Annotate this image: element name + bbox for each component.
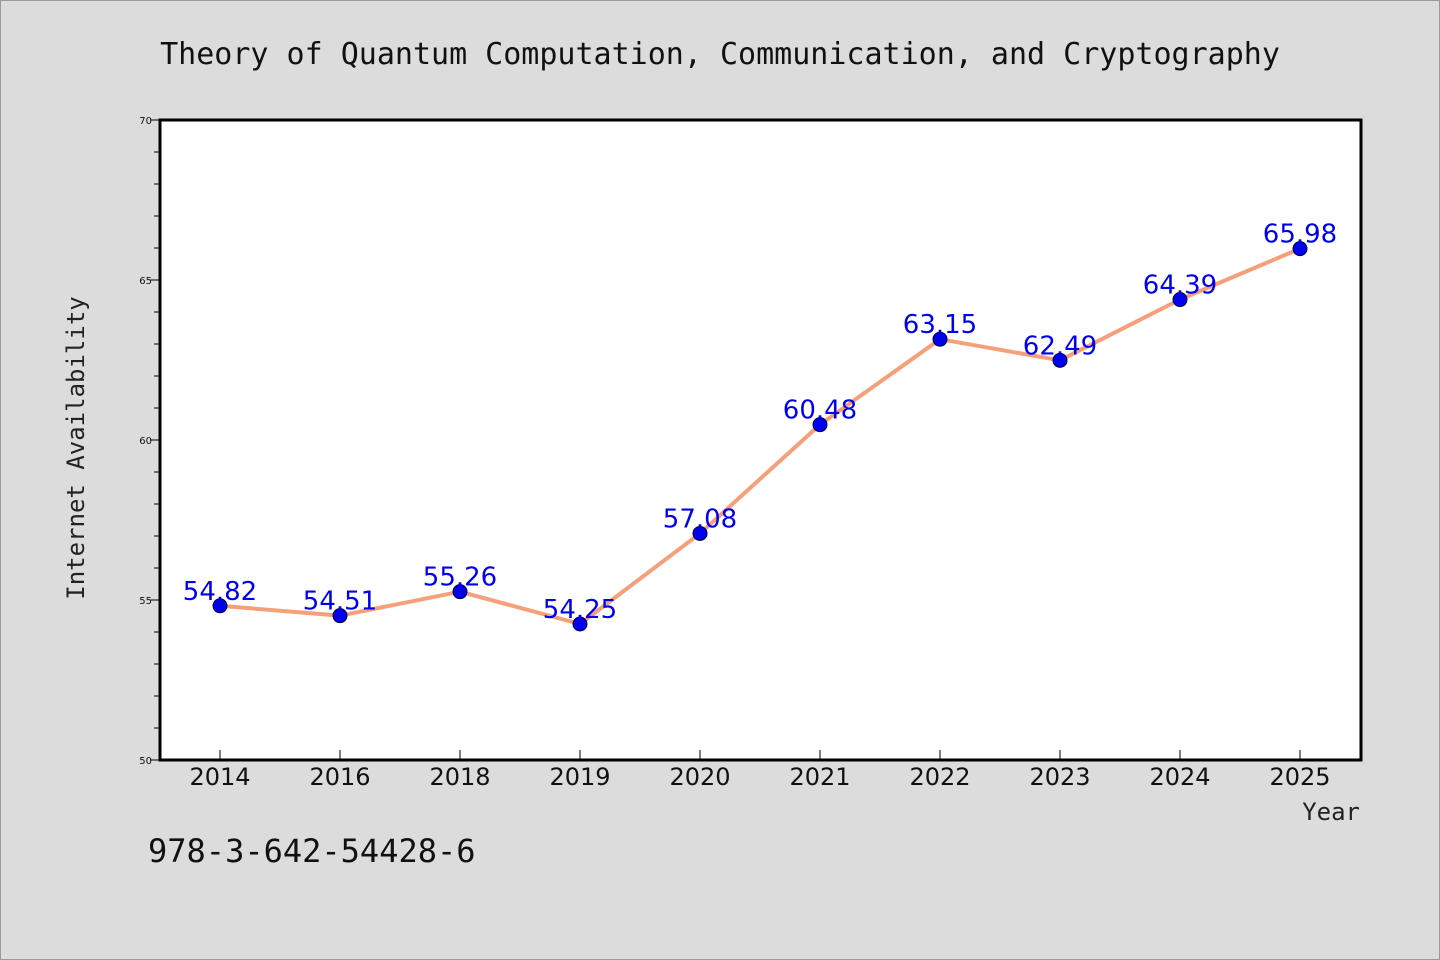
x-tick-label: 2019 [549, 763, 610, 791]
data-point [1172, 292, 1188, 308]
data-point [572, 616, 588, 632]
x-tick-label: 2025 [1269, 763, 1330, 791]
series-line [218, 246, 1302, 626]
x-tick-label: 2020 [669, 763, 730, 791]
x-tick-label: 2023 [1029, 763, 1090, 791]
x-tick-label: 2018 [429, 763, 490, 791]
data-label: 54.51 [303, 587, 377, 617]
data-label: 55.26 [423, 563, 497, 593]
data-label: 60.48 [783, 396, 857, 426]
x-tick-label: 2022 [909, 763, 970, 791]
data-point [812, 417, 828, 433]
data-label: 62.49 [1023, 331, 1097, 361]
x-tick-label: 2024 [1149, 763, 1210, 791]
data-label: 65.98 [1263, 220, 1337, 250]
data-point [452, 584, 468, 600]
isbn-text: 978-3-642-54428-6 [148, 832, 476, 870]
x-axis: 2014 2016 2018 2019 2020 2021 2022 2023 2024 2025 [189, 750, 1331, 791]
data-point [332, 608, 348, 624]
data-label: 64.39 [1143, 271, 1217, 301]
chart-title: Theory of Quantum Computation, Communica… [160, 37, 1280, 72]
y-axis-label: Internet Availability [62, 296, 90, 599]
data-label: 54.25 [543, 595, 617, 625]
x-tick-label: 2014 [189, 763, 250, 791]
y-axis: 50 55 60 65 70 [139, 116, 160, 767]
y-tick-label: 50 [139, 756, 152, 767]
y-tick-label: 65 [139, 276, 152, 287]
x-tick-label: 2021 [789, 763, 850, 791]
data-label: 57.08 [663, 504, 737, 534]
data-point [212, 598, 228, 614]
x-axis-label: Year [1302, 798, 1360, 826]
series-markers [212, 241, 1308, 632]
y-tick-label: 55 [139, 596, 152, 607]
data-point [1292, 241, 1308, 257]
y-tick-label: 60 [139, 436, 152, 447]
series-line-group [218, 246, 1302, 626]
y-tick-label: 70 [139, 116, 152, 127]
x-tick-label: 2016 [309, 763, 370, 791]
data-label: 54.82 [183, 577, 257, 607]
data-point [1052, 352, 1068, 368]
data-point [932, 331, 948, 347]
plot-area [158, 118, 1363, 762]
data-label: 63.15 [903, 310, 977, 340]
data-labels: 54.82 54.51 55.26 54.25 57.08 60.48 63.15 62.49… [183, 220, 1337, 625]
data-point [692, 525, 708, 541]
